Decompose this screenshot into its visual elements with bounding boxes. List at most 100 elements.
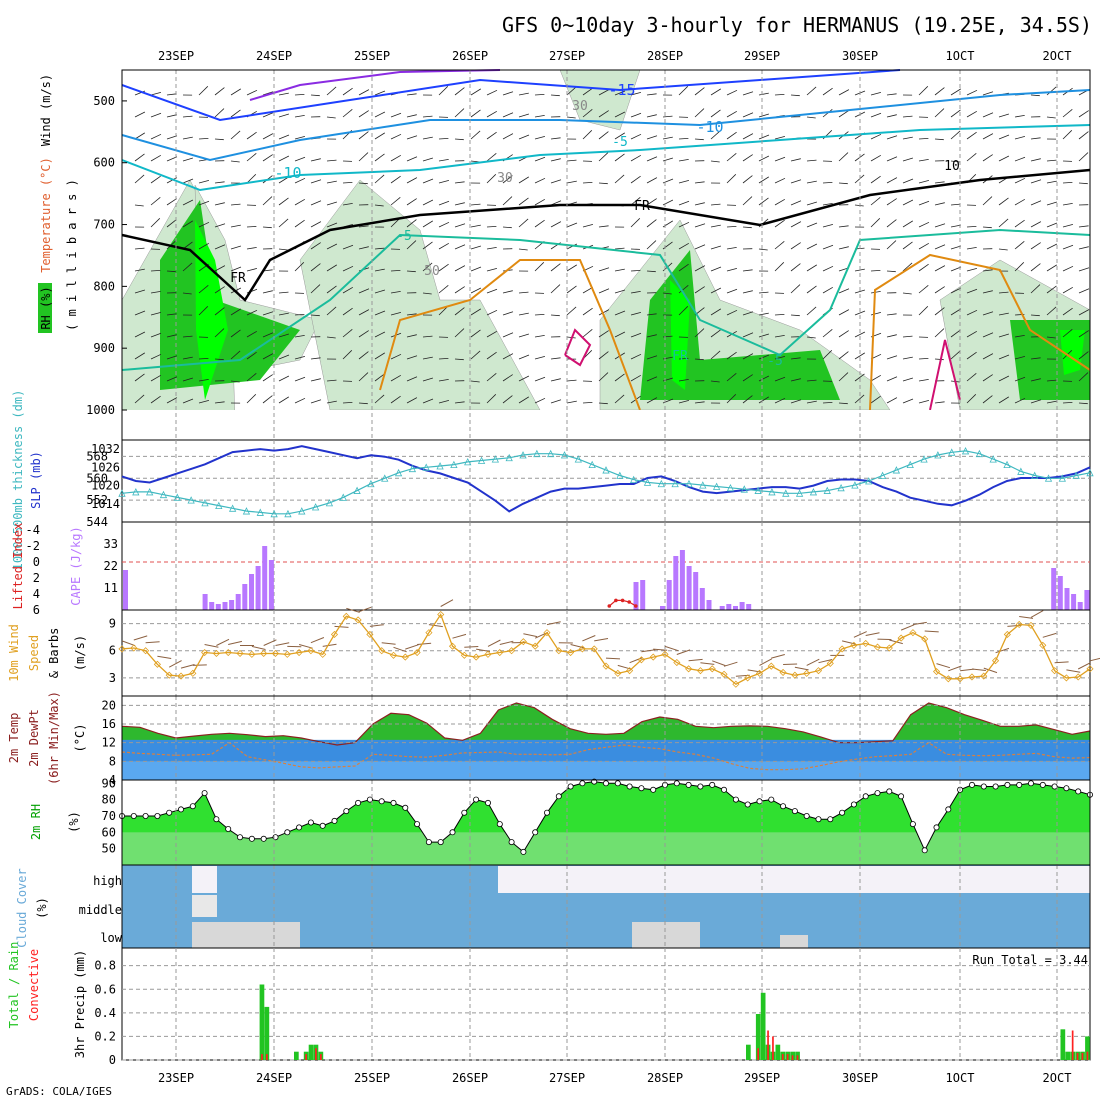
wind-barb [854,331,866,338]
slp-tick-label: 1032 [91,442,120,456]
wind-barb [950,224,961,228]
wind-barb [710,203,721,206]
wind-speed-marker [366,630,374,639]
wind-barb [1089,657,1100,662]
rh-marker [921,847,928,854]
isotherm-hot-line [929,339,961,411]
wind-barb [374,153,385,162]
wind-barb [723,661,738,667]
wind-barb [1062,328,1073,338]
wind-barb [582,307,593,316]
lifted-tick-label: -2 [26,539,40,553]
wind-barb [294,115,305,118]
wind-barb [1066,669,1081,673]
cape-bar [746,604,752,610]
rh-marker [402,804,409,811]
precip-total-bar [308,1044,314,1060]
contour-label: 50 [424,264,440,279]
wind-barb [774,335,785,338]
wind-barb [694,244,706,250]
wind-barb [214,358,224,361]
isotherm-line [249,69,501,101]
wind-barb [678,306,689,316]
wind-barb [902,136,913,140]
wind-barb [1078,351,1089,360]
wind-barb [214,328,225,338]
wind-speed-marker [153,660,161,668]
wind-speed-marker [791,671,799,679]
wind-barb [918,86,929,96]
wind-barb [342,402,353,404]
wind-barb [966,351,977,360]
wind-barb [310,284,321,294]
wind-barb [790,179,802,184]
wind-barb [342,286,354,294]
thickness-marker [201,498,209,507]
wind-speed-marker [1027,621,1035,629]
wind-barb [198,86,209,96]
wind-barb [1046,264,1058,272]
wind-barb [790,263,801,272]
wind-barb [950,203,961,206]
rh-legend-swatch [38,283,52,333]
wind-axis-label-2: Speed [27,635,41,671]
wind-barb [1030,357,1041,360]
wind-barb [998,134,1010,140]
wind-barb [688,658,703,662]
wind-speed-marker [484,650,492,658]
wind-barb [278,248,288,251]
wind-barb [393,646,407,653]
cape-bar [640,580,646,610]
wind-barb [759,658,773,666]
wind-barb [406,177,418,184]
wind-barb [374,174,385,184]
wind-axis-label: Wind (m/s) [39,74,53,146]
wind-barb [454,223,466,228]
precip-convective-bar [305,1054,307,1060]
wind-barb [550,378,561,382]
precip-total-bar [1065,1051,1071,1060]
wind-barb [630,270,641,272]
wind-barb [166,376,178,382]
wind-barb [870,92,882,96]
rh-marker [1051,783,1058,790]
cape-bar [693,572,699,610]
wind-barb [487,639,501,647]
rh-marker [626,783,633,790]
wind-barb [902,398,914,404]
wind-barb [246,174,257,184]
temp-axis-label-3: (6hr Min/Max) [47,691,61,785]
wind-barb [182,292,192,295]
wind-barb [198,221,210,228]
thickness-marker [491,455,500,463]
credit-label: GrADS: COLA/IGES [6,1085,112,1098]
wind-barb [566,379,577,382]
wind-barb [518,291,529,294]
wind-speed-marker [685,665,693,673]
wind-barb [523,633,538,638]
rh-marker [839,809,846,816]
wind-barb [966,268,978,272]
rh-marker [496,821,503,828]
wind-barb [630,133,642,140]
thickness-marker [298,507,306,515]
wind-barb [726,110,738,118]
wind-barb [995,647,1010,654]
wind-barb [499,640,514,645]
wind-barb [758,291,769,294]
dewpoint-line [121,741,1091,771]
thickness-marker [1072,471,1080,479]
cape-bar [666,580,672,610]
wind-barb [326,400,337,404]
thickness-marker [173,493,181,501]
wind-barb [982,226,992,229]
wind-barb [134,204,144,207]
lifted-axis-label: Lifted Index [11,523,25,610]
temperature-tick-label: 8 [109,754,116,768]
wind-barb [790,378,801,382]
wind-speed-marker [696,667,705,675]
wind-barb [983,667,998,674]
thickness-marker [381,474,389,482]
wind-speed-marker [389,651,398,659]
wind-barb [134,310,146,316]
